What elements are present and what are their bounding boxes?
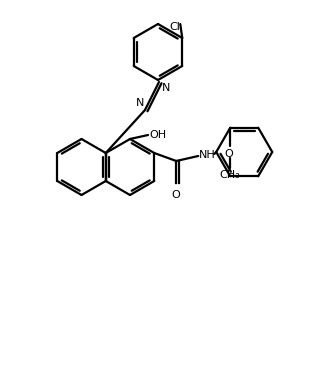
Text: N: N (162, 83, 170, 93)
Text: N: N (136, 98, 144, 108)
Text: Cl: Cl (169, 22, 180, 32)
Text: O: O (225, 149, 234, 159)
Text: O: O (172, 190, 180, 200)
Text: NH: NH (199, 150, 216, 160)
Text: OH: OH (149, 130, 166, 140)
Text: CH₃: CH₃ (220, 170, 241, 180)
